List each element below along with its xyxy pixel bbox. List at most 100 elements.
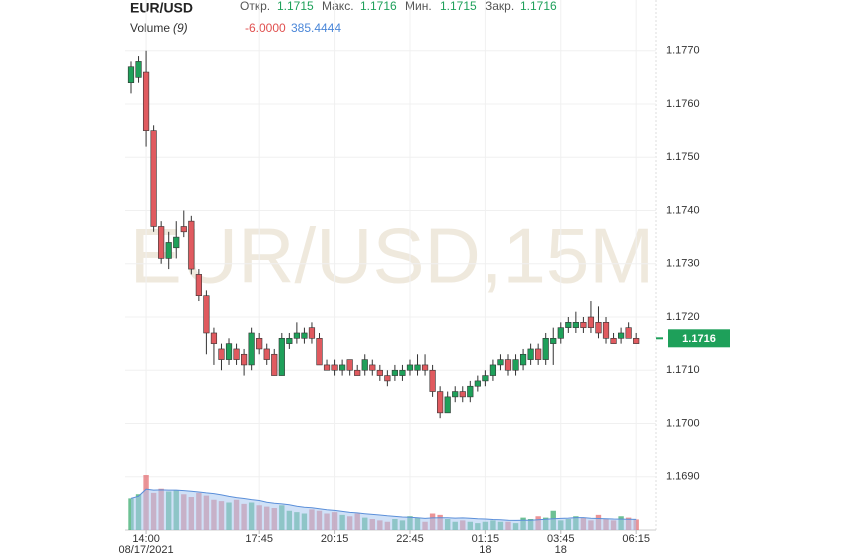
volume-readout: 385.4444 — [291, 21, 341, 35]
candle-body — [369, 364, 376, 371]
candle-body — [354, 369, 361, 376]
candle-body — [610, 337, 617, 344]
candle-body — [474, 380, 481, 387]
candle-body — [278, 337, 285, 376]
candle-body — [188, 220, 195, 270]
y-tick-label: 1.1740 — [666, 204, 700, 216]
candle-body — [429, 369, 436, 392]
x-date-label: 08/17/2021 — [119, 544, 174, 556]
x-tick-label: 22:45 — [396, 533, 424, 545]
y-tick-label: 1.1720 — [666, 311, 700, 323]
candle-body — [346, 359, 353, 371]
candle-body — [165, 242, 172, 259]
x-tick-label: 01:15 — [472, 533, 500, 545]
candle-body — [218, 348, 225, 360]
candle-body — [580, 322, 587, 328]
y-tick-label: 1.1770 — [666, 45, 700, 57]
readout-label: Мин. — [405, 0, 432, 13]
candle-body — [572, 322, 579, 328]
candle-body — [482, 375, 489, 382]
candle-body — [233, 348, 240, 360]
candle-body — [316, 337, 323, 366]
candle-body — [391, 369, 399, 376]
candle-body — [173, 236, 180, 249]
volume-period: (9) — [173, 21, 188, 35]
x-date-label: 18 — [479, 544, 491, 556]
candle-body — [617, 332, 625, 339]
x-tick-label: 17:45 — [245, 533, 273, 545]
y-tick-label: 1.1760 — [666, 98, 700, 110]
candle-body — [286, 337, 293, 344]
candle-body — [376, 369, 383, 376]
candle-body — [459, 391, 466, 398]
candle-body — [248, 332, 255, 366]
candle-body — [180, 226, 187, 233]
candle-body — [399, 369, 406, 376]
candle-body — [587, 316, 595, 328]
candle-body — [150, 130, 157, 227]
candle-body — [633, 337, 640, 344]
candle-body — [195, 274, 202, 296]
candle-body — [489, 364, 497, 376]
candle-body — [452, 391, 459, 398]
candle-body — [542, 337, 549, 360]
readout-value: 1.1716 — [360, 0, 397, 13]
y-tick-label: 1.1750 — [666, 151, 700, 163]
candle-body — [437, 391, 444, 414]
last-price-badge — [668, 329, 730, 348]
candle-body — [323, 364, 331, 371]
x-tick-label: 14:00 — [132, 533, 160, 545]
candle-body — [497, 359, 504, 366]
readout-label: Макс. — [322, 0, 354, 13]
candle-body — [557, 327, 564, 339]
candle-body — [535, 348, 542, 360]
candle-body — [602, 322, 610, 339]
candle-body — [467, 385, 474, 398]
x-tick-label: 03:45 — [547, 533, 575, 545]
candle-body — [142, 71, 150, 131]
candle-body — [308, 327, 316, 339]
candle-body — [527, 348, 534, 360]
candle-body — [625, 327, 632, 339]
candle-body — [256, 337, 263, 350]
candle-body — [301, 332, 308, 339]
y-tick-label: 1.1690 — [666, 471, 700, 483]
x-tick-label: 06:15 — [622, 533, 650, 545]
candle-body — [595, 322, 602, 334]
candle-body — [127, 66, 135, 83]
candle-body — [263, 348, 270, 360]
y-tick-label: 1.1730 — [666, 258, 700, 270]
candle-body — [241, 353, 248, 366]
readout-label: Откр. — [240, 0, 270, 13]
candle-body — [225, 343, 233, 360]
volume-ma-line — [130, 488, 637, 521]
last-price-label: 1.1716 — [682, 333, 716, 345]
candle-body — [421, 364, 429, 371]
watermark: EUR/USD,15M — [130, 212, 654, 300]
readout-value: 1.1715 — [277, 0, 314, 13]
candle-body — [565, 322, 572, 328]
candle-body — [504, 359, 512, 371]
y-tick-label: 1.1710 — [666, 364, 700, 376]
candle-body — [519, 353, 527, 366]
candle-body — [210, 332, 218, 344]
readout-value: 1.1715 — [440, 0, 477, 13]
candle-body — [444, 396, 451, 414]
candle-body — [406, 364, 414, 371]
candle-body — [158, 226, 165, 259]
candle-body — [512, 359, 519, 371]
readout-label: Закр. — [485, 0, 514, 13]
candle-body — [361, 359, 368, 371]
candle-body — [135, 61, 142, 78]
candle-body — [414, 364, 421, 371]
x-tick-label: 20:15 — [321, 533, 349, 545]
candle-body — [384, 375, 391, 382]
volume-ma-area — [131, 489, 637, 530]
candle-body — [331, 364, 338, 371]
candle-body — [271, 353, 278, 376]
candle-body — [550, 337, 557, 344]
volume-readout: -6.0000 — [245, 21, 286, 35]
chart-title: EUR/USD — [130, 0, 193, 16]
readout-value: 1.1716 — [520, 0, 557, 13]
